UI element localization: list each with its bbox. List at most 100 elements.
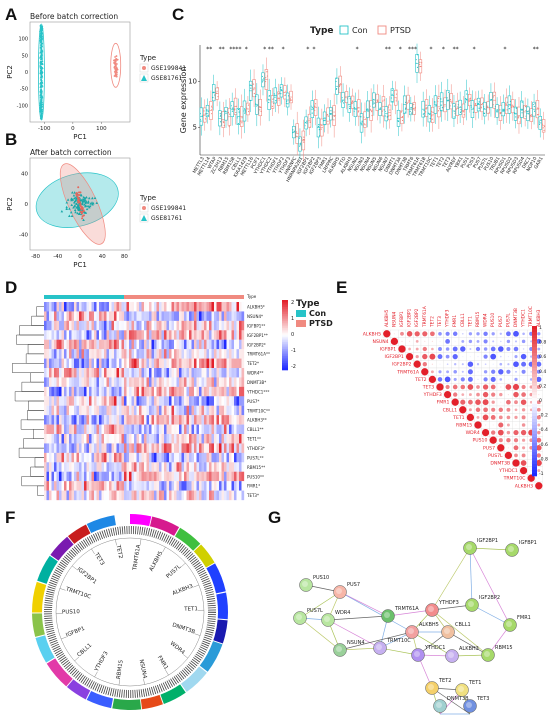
panel-d-cell [99,471,102,482]
panel-d-cell [219,368,222,378]
panel-g-node [333,643,347,657]
panel-c-point [474,104,477,106]
panel-d-cell [111,302,115,312]
panel-d-cell [226,368,230,378]
panel-d-dendrogram [37,485,44,496]
panel-d-cell [196,320,200,331]
panel-d-cell [166,339,170,350]
panel-d-scale-cell [282,308,288,311]
panel-d-cell [44,471,47,482]
panel-c-point [318,129,320,131]
panel-d-cell [104,471,107,482]
panel-g-node-label: TET3 [476,696,489,702]
panel-d-cell [156,396,160,406]
panel-d-cell [89,396,92,406]
panel-c-point [327,113,329,116]
panel-d-cell [156,443,160,454]
panel-d-cell [81,396,85,406]
panel-d-cell [186,358,190,369]
panel-e-scale-label: 0.4 [539,369,546,375]
panel-e-scale-cell [532,443,537,447]
panel-c-point [401,119,404,122]
panel-d-cell [109,320,112,331]
panel-d-cell [136,405,140,416]
panel-d-cell [144,311,147,322]
panel-b-title: After batch correction [30,148,112,157]
panel-d-cell [76,396,80,406]
panel-d-cell [149,481,152,491]
panel-c-point [540,119,543,121]
panel-d-cell [116,481,120,491]
panel-d-cell [146,377,150,388]
panel-d-cell [186,349,190,359]
panel-d-cell [199,330,202,340]
panel-b-point-gse199841 [79,207,82,210]
panel-e-scale-cell [532,425,537,429]
panel-d-cell [119,452,122,463]
panel-d-cell [101,481,105,491]
panel-c-point [222,121,225,124]
panel-d-cell [199,349,202,359]
panel-d-cell [74,415,77,425]
panel-b-point-gse81761 [77,212,81,216]
panel-d-cell [46,358,50,369]
panel-d-cell [76,462,80,472]
panel-d-cell [204,386,207,397]
panel-d-cell [146,462,150,472]
panel-d-cell [89,358,92,369]
panel-d-cell [91,339,95,350]
panel-e-circle [483,407,488,413]
panel-d-cell [196,302,200,312]
panel-d-cell [59,443,62,454]
panel-d-cell [214,471,217,482]
panel-a-point-gse81761 [40,28,43,32]
panel-d-cell [71,368,75,378]
panel-e-circle [490,384,496,390]
panel-d-dendrogram [30,466,44,477]
panel-d-cell [224,339,227,350]
panel-c-point [477,103,479,105]
panel-d-cell [136,302,140,312]
panel-d-cell [74,349,77,359]
panel-d-cell [144,490,147,501]
panel-f-label-tick [194,633,201,636]
panel-e-circle [422,353,428,360]
panel-d-row-label: YTHDC1*** [246,389,269,394]
panel-d-cell [114,386,117,397]
panel-d-cell [189,490,192,501]
panel-d-cell [196,424,200,435]
panel-d-cell [106,481,110,491]
panel-d-cell [159,490,162,501]
panel-c-gene-label: FTO [338,156,348,167]
panel-d-cell [151,386,155,397]
panel-d-cell [86,368,90,378]
panel-d-cell [44,462,47,472]
panel-d-cell [149,396,152,406]
panel-d-cell [161,424,165,435]
panel-c-point [244,112,246,114]
panel-c-gene-label: TET3 [441,156,452,170]
panel-c-point [259,109,261,111]
panel-g-node [381,609,395,623]
panel-e-circle [536,400,541,405]
panel-c-point [511,106,513,109]
panel-d-cell [226,339,230,350]
panel-b-xtick: 80 [121,254,128,260]
panel-d-cell [164,349,167,359]
panel-c-point [366,108,369,110]
panel-c-point [542,127,544,129]
panel-e-scale-cell [532,335,537,339]
panel-b-point-gse81761 [84,200,88,203]
panel-d-cell [119,311,122,322]
panel-e-circle [521,415,526,420]
panel-d-cell [239,349,242,359]
panel-e-col-label: IGFBP1 [399,311,405,327]
panel-e-circle [454,340,456,342]
panel-d-cell [81,443,85,454]
panel-e-scale-label: 0.6 [539,354,546,360]
panel-a-xtick: -100 [38,126,51,132]
panel-e-circle [401,340,403,343]
panel-d-cell [124,452,127,463]
panel-d-cell [99,349,102,359]
panel-e-circle [489,436,497,444]
